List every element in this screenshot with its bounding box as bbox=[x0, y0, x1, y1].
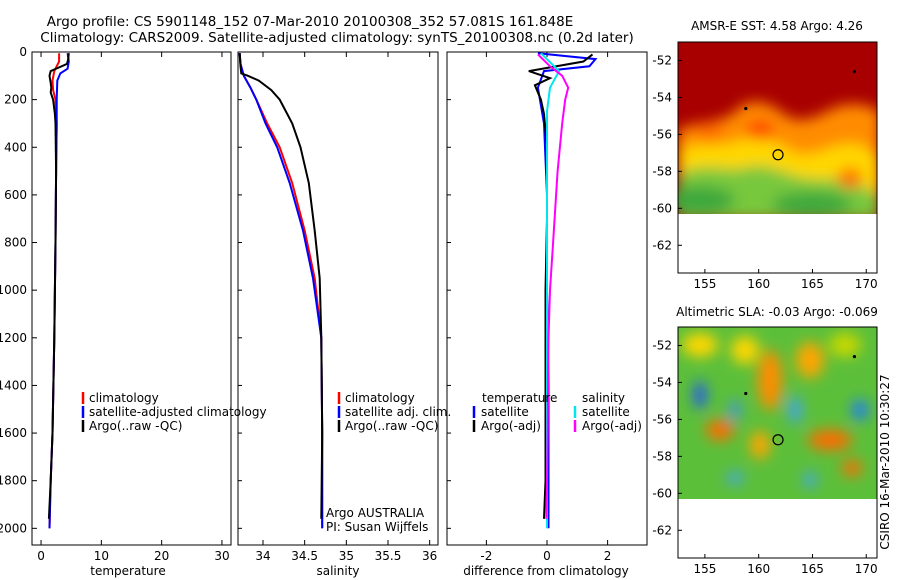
sst-map-frame bbox=[677, 41, 878, 274]
sla-field bbox=[678, 327, 877, 499]
legend-label-satellite-adj: satellite adj. clim. bbox=[345, 405, 451, 419]
map-x-tick-label: 170 bbox=[855, 562, 878, 576]
y-tick-label: 1400 bbox=[0, 378, 27, 392]
y-tick-label: 800 bbox=[4, 236, 27, 250]
salinity-legend: climatology satellite adj. clim. Argo(..… bbox=[337, 391, 451, 433]
sla-map-frame bbox=[677, 326, 878, 559]
y-tick-label: 200 bbox=[4, 93, 27, 107]
map-y-tick-label: -62 bbox=[652, 238, 672, 252]
series-line-argo-raw-qc- bbox=[47, 53, 70, 519]
map-x-tick-label: 160 bbox=[747, 562, 770, 576]
x-tick-label: 0 bbox=[37, 549, 45, 563]
x-tick-label: 0 bbox=[543, 549, 551, 563]
map-x-tick-label: 155 bbox=[693, 562, 716, 576]
map-y-tick-label: -56 bbox=[652, 127, 672, 141]
figure-title-line2: Climatology: CARS2009. Satellite-adjuste… bbox=[40, 30, 633, 46]
legend-label-climatology: climatology bbox=[89, 391, 159, 405]
legend-label-argo: Argo(..raw -QC) bbox=[345, 419, 438, 433]
sst-field bbox=[678, 42, 877, 214]
y-tick-label: 1000 bbox=[0, 283, 27, 297]
series-line-temperature-argo-adj- bbox=[528, 53, 594, 519]
x-tick-label: -2 bbox=[480, 549, 492, 563]
y-tick-label: 2000 bbox=[0, 521, 27, 535]
legend-heading-temperature: temperature bbox=[482, 391, 557, 405]
temperature-profile-chart: temperature 0 10 20 30 0 200 400 600 800 1000 1200… bbox=[0, 45, 267, 578]
difference-profile-chart: difference from climatology -2 0 2 tempera… bbox=[446, 51, 648, 578]
x-tick-label: 34 bbox=[255, 549, 270, 563]
float-dot bbox=[852, 69, 857, 74]
temperature-legend: climatology satellite-adjusted climatolo… bbox=[81, 391, 267, 433]
temperature-xlabel: temperature bbox=[90, 564, 165, 578]
float-dot bbox=[744, 391, 748, 396]
salinity-axes-frame bbox=[237, 51, 439, 546]
sst-map: AMSR-E SST: 4.58 Argo: 4.26 155 160 165 170… bbox=[652, 19, 878, 291]
series-line-satellite-adj-clim- bbox=[238, 53, 324, 529]
x-tick-label: 20 bbox=[154, 549, 169, 563]
y-tick-label: 1800 bbox=[0, 474, 27, 488]
legend-label-temp-satellite: satellite bbox=[481, 405, 529, 419]
map-y-tick-label: -60 bbox=[652, 201, 672, 215]
sla-map-title: Altimetric SLA: -0.03 Argo: -0.069 bbox=[676, 305, 878, 319]
float-dot bbox=[852, 354, 857, 359]
map-x-tick-label: 160 bbox=[747, 277, 770, 291]
legend-label-climatology: climatology bbox=[345, 391, 415, 405]
map-y-tick-label: -54 bbox=[652, 90, 672, 104]
map-y-tick-label: -62 bbox=[652, 523, 672, 537]
y-tick-label: 400 bbox=[4, 140, 27, 154]
figure-title-line1: Argo profile: CS 5901148_152 07-Mar-2010… bbox=[47, 14, 574, 30]
legend-label-temp-argo: Argo(-adj) bbox=[481, 419, 541, 433]
salinity-annotation-line2: PI: Susan Wijffels bbox=[326, 520, 428, 534]
legend-heading-salinity: salinity bbox=[582, 391, 625, 405]
map-y-tick-label: -52 bbox=[652, 53, 672, 67]
sst-map-title: AMSR-E SST: 4.58 Argo: 4.26 bbox=[691, 19, 863, 33]
map-x-tick-label: 170 bbox=[855, 277, 878, 291]
legend-label-sal-satellite: satellite bbox=[582, 405, 630, 419]
difference-legend: temperature satellite Argo(-adj) salinit… bbox=[472, 391, 642, 433]
x-tick-label: 35.5 bbox=[375, 549, 402, 563]
series-line-argo-raw-qc- bbox=[238, 53, 324, 519]
series-line-climatology bbox=[238, 53, 324, 529]
salinity-annotation-line1: Argo AUSTRALIA bbox=[326, 506, 425, 520]
profile-position-marker bbox=[772, 149, 784, 161]
difference-xlabel: difference from climatology bbox=[463, 564, 629, 578]
y-tick-label: 1600 bbox=[0, 426, 27, 440]
map-y-tick-label: -54 bbox=[652, 375, 672, 389]
map-y-tick-label: -60 bbox=[652, 486, 672, 500]
map-x-tick-label: 165 bbox=[801, 562, 824, 576]
x-tick-label: 2 bbox=[604, 549, 612, 563]
map-y-tick-label: -56 bbox=[652, 412, 672, 426]
y-tick-label: 1200 bbox=[0, 331, 27, 345]
temperature-axes-frame bbox=[31, 51, 232, 546]
map-x-tick-label: 165 bbox=[801, 277, 824, 291]
x-tick-label: 34.5 bbox=[291, 549, 318, 563]
map-x-tick-label: 155 bbox=[693, 277, 716, 291]
map-y-tick-label: -58 bbox=[652, 449, 672, 463]
profile-position-marker bbox=[772, 434, 784, 446]
float-dot bbox=[744, 106, 748, 111]
map-y-tick-label: -52 bbox=[652, 338, 672, 352]
legend-label-satellite-adjusted: satellite-adjusted climatology bbox=[89, 405, 267, 419]
salinity-profile-chart: salinity 34 34.5 35 35.5 36 climatology sate… bbox=[237, 51, 451, 578]
x-tick-label: 36 bbox=[422, 549, 437, 563]
y-tick-label: 600 bbox=[4, 188, 27, 202]
sla-map: Altimetric SLA: -0.03 Argo: -0.069 bbox=[652, 305, 878, 576]
legend-label-argo: Argo(..raw -QC) bbox=[89, 419, 182, 433]
x-tick-label: 30 bbox=[214, 549, 229, 563]
credit-text: CSIRO 16-Mar-2010 10:30:27 bbox=[878, 374, 892, 549]
x-tick-label: 10 bbox=[94, 549, 109, 563]
y-tick-label: 0 bbox=[19, 45, 27, 59]
series-line-salinity-argo-adj- bbox=[537, 53, 570, 519]
x-tick-label: 35 bbox=[339, 549, 354, 563]
salinity-xlabel: salinity bbox=[316, 564, 359, 578]
map-y-tick-label: -58 bbox=[652, 164, 672, 178]
legend-label-sal-argo: Argo(-adj) bbox=[582, 419, 642, 433]
